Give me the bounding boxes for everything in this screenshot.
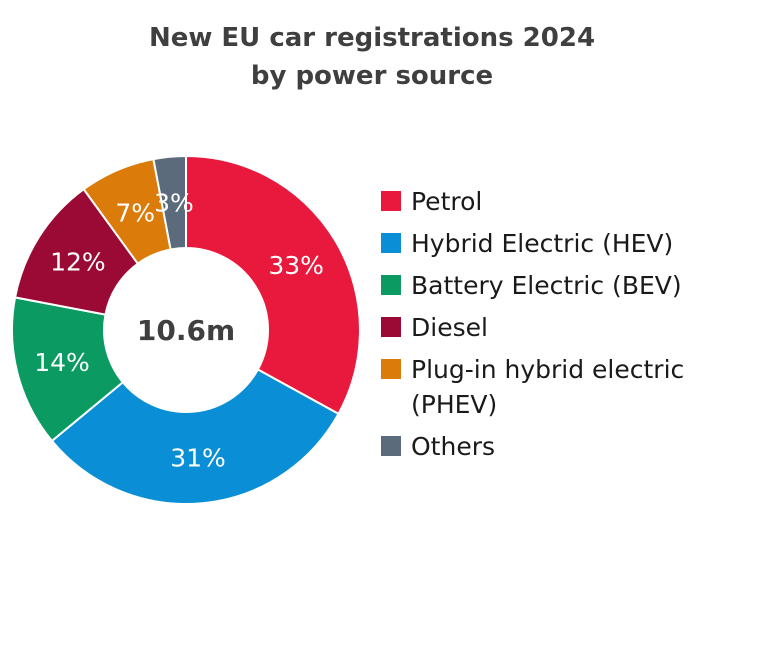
- center-total-label: 10.6m: [137, 314, 235, 347]
- legend-label-5: Others: [411, 432, 495, 461]
- donut-slice-0: [185, 154, 361, 416]
- legend-swatch-1: [381, 233, 401, 253]
- slice-label-5: 3%: [154, 189, 194, 218]
- legend-swatch-4: [381, 359, 401, 379]
- donut-slice-labels: 33% 31% 14% 12% 7% 3%: [34, 189, 324, 473]
- donut-slices: [11, 154, 361, 505]
- legend-label-2: Battery Electric (BEV): [411, 271, 682, 300]
- slice-label-1: 31%: [170, 443, 226, 472]
- slice-label-3: 12%: [50, 247, 106, 276]
- legend: Petrol Hybrid Electric (HEV) Battery Elect…: [381, 187, 684, 461]
- slice-label-2: 14%: [34, 348, 90, 377]
- chart-title-line-1: New EU car registrations 2024: [149, 23, 595, 53]
- slice-label-4: 7%: [115, 199, 155, 228]
- legend-label-1: Hybrid Electric (HEV): [411, 229, 673, 258]
- slice-label-0: 33%: [268, 251, 324, 280]
- legend-swatch-0: [381, 191, 401, 211]
- chart-title: New EU car registrations 2024 by power s…: [149, 23, 595, 91]
- legend-swatch-5: [381, 436, 401, 456]
- chart-title-line-2: by power source: [251, 61, 493, 91]
- legend-label-4-line-0: Plug-in hybrid electric: [411, 355, 684, 384]
- legend-label-3: Diesel: [411, 313, 488, 342]
- donut-slice-5: [152, 154, 187, 251]
- legend-label-4-line-1: (PHEV): [411, 390, 497, 419]
- donut-slice-1: [50, 368, 340, 505]
- legend-swatch-3: [381, 317, 401, 337]
- legend-label-0: Petrol: [411, 187, 482, 216]
- legend-swatch-2: [381, 275, 401, 295]
